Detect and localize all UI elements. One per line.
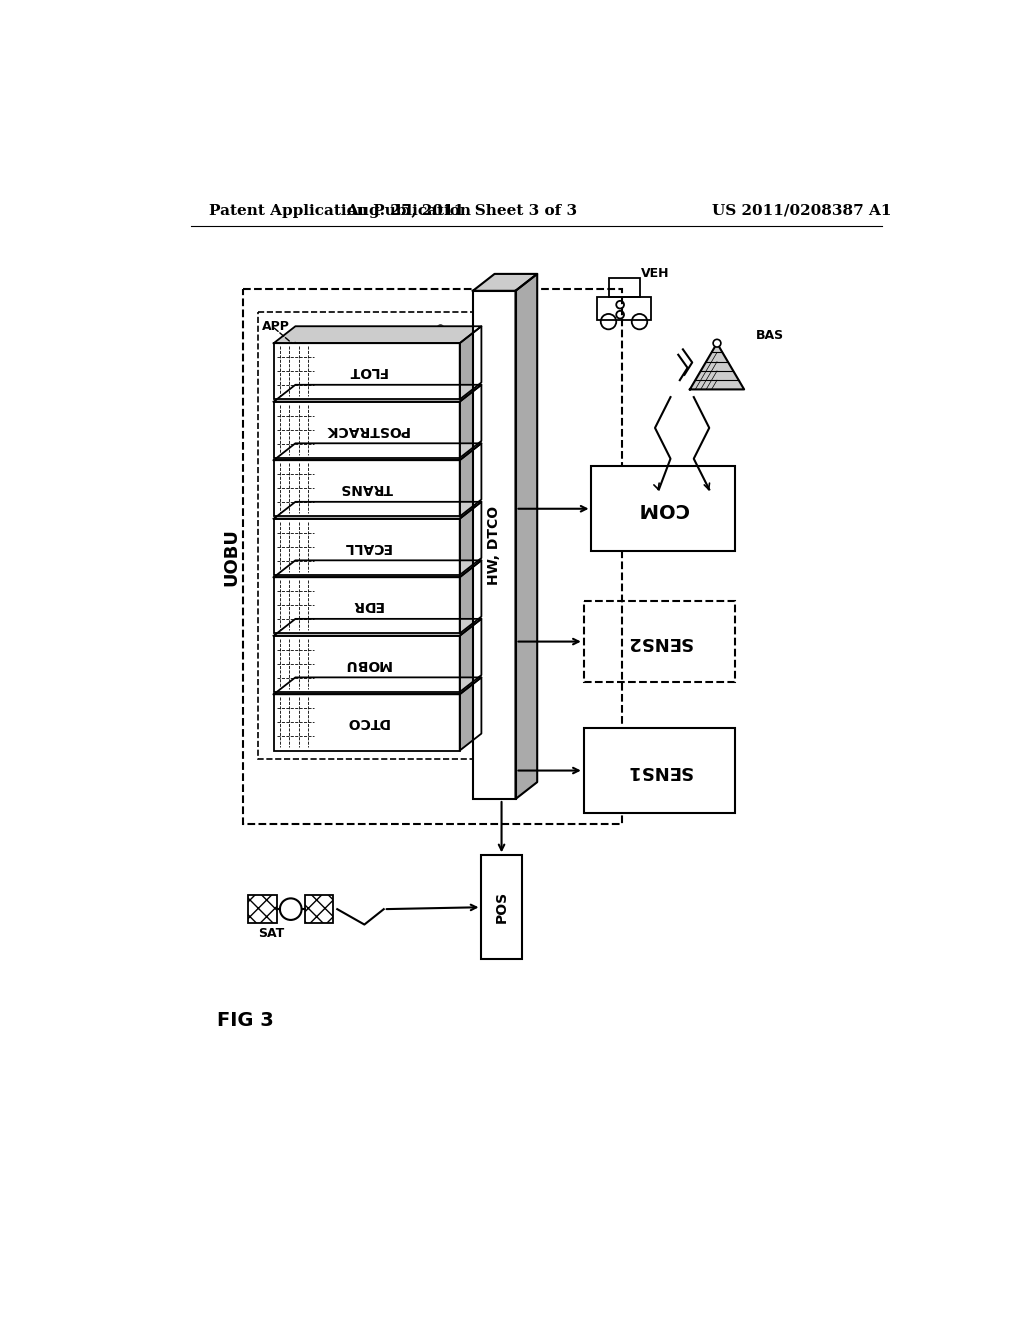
Bar (584, 601, 735, 682)
Text: ECALL: ECALL (343, 540, 391, 554)
Text: COM: COM (638, 499, 688, 519)
Polygon shape (690, 343, 744, 389)
Polygon shape (460, 677, 481, 751)
Polygon shape (273, 560, 481, 577)
Polygon shape (273, 677, 481, 694)
Text: POSTRACK: POSTRACK (325, 422, 409, 437)
Text: SAT: SAT (258, 927, 285, 940)
Bar (273, 694, 460, 751)
Bar (273, 636, 460, 692)
Bar (473, 290, 515, 799)
Polygon shape (248, 895, 276, 923)
Polygon shape (460, 619, 481, 692)
Text: SENS2: SENS2 (627, 632, 692, 651)
Text: APP: APP (262, 319, 290, 333)
Bar (243, 289, 623, 825)
Bar (273, 343, 460, 400)
Text: UOBU: UOBU (223, 528, 241, 586)
Polygon shape (460, 502, 481, 576)
Text: US 2011/0208387 A1: US 2011/0208387 A1 (713, 203, 892, 218)
Polygon shape (460, 560, 481, 634)
Bar (273, 519, 460, 576)
Text: EDR: EDR (351, 598, 383, 612)
Bar (584, 729, 735, 813)
Bar (481, 855, 521, 960)
Circle shape (713, 339, 721, 347)
Bar (273, 577, 460, 634)
Text: Patent Application Publication: Patent Application Publication (209, 203, 471, 218)
Polygon shape (473, 275, 538, 290)
Text: SENS1: SENS1 (627, 762, 692, 780)
Polygon shape (273, 326, 481, 343)
Text: BAS: BAS (756, 329, 784, 342)
Polygon shape (305, 895, 334, 923)
Text: POS: POS (495, 891, 509, 923)
Text: HW, DTCO: HW, DTCO (487, 506, 501, 585)
Polygon shape (273, 502, 481, 519)
Text: DTCO: DTCO (345, 715, 388, 730)
Text: MOBU: MOBU (343, 657, 390, 671)
Text: FLOT: FLOT (347, 364, 386, 379)
Polygon shape (273, 444, 481, 461)
Polygon shape (460, 444, 481, 516)
Polygon shape (460, 326, 481, 400)
Polygon shape (515, 275, 538, 799)
Circle shape (280, 899, 302, 920)
Text: Aug. 25, 2011  Sheet 3 of 3: Aug. 25, 2011 Sheet 3 of 3 (346, 203, 577, 218)
Bar (273, 401, 460, 458)
Polygon shape (273, 385, 481, 401)
Bar (258, 313, 479, 759)
Text: VEH: VEH (641, 268, 670, 280)
Text: TRANS: TRANS (340, 482, 393, 495)
Polygon shape (460, 385, 481, 458)
Bar (597, 297, 651, 321)
Bar (608, 277, 640, 297)
Text: FIG 3: FIG 3 (217, 1011, 273, 1031)
Bar (273, 461, 460, 516)
Bar (592, 466, 735, 552)
Polygon shape (273, 619, 481, 636)
